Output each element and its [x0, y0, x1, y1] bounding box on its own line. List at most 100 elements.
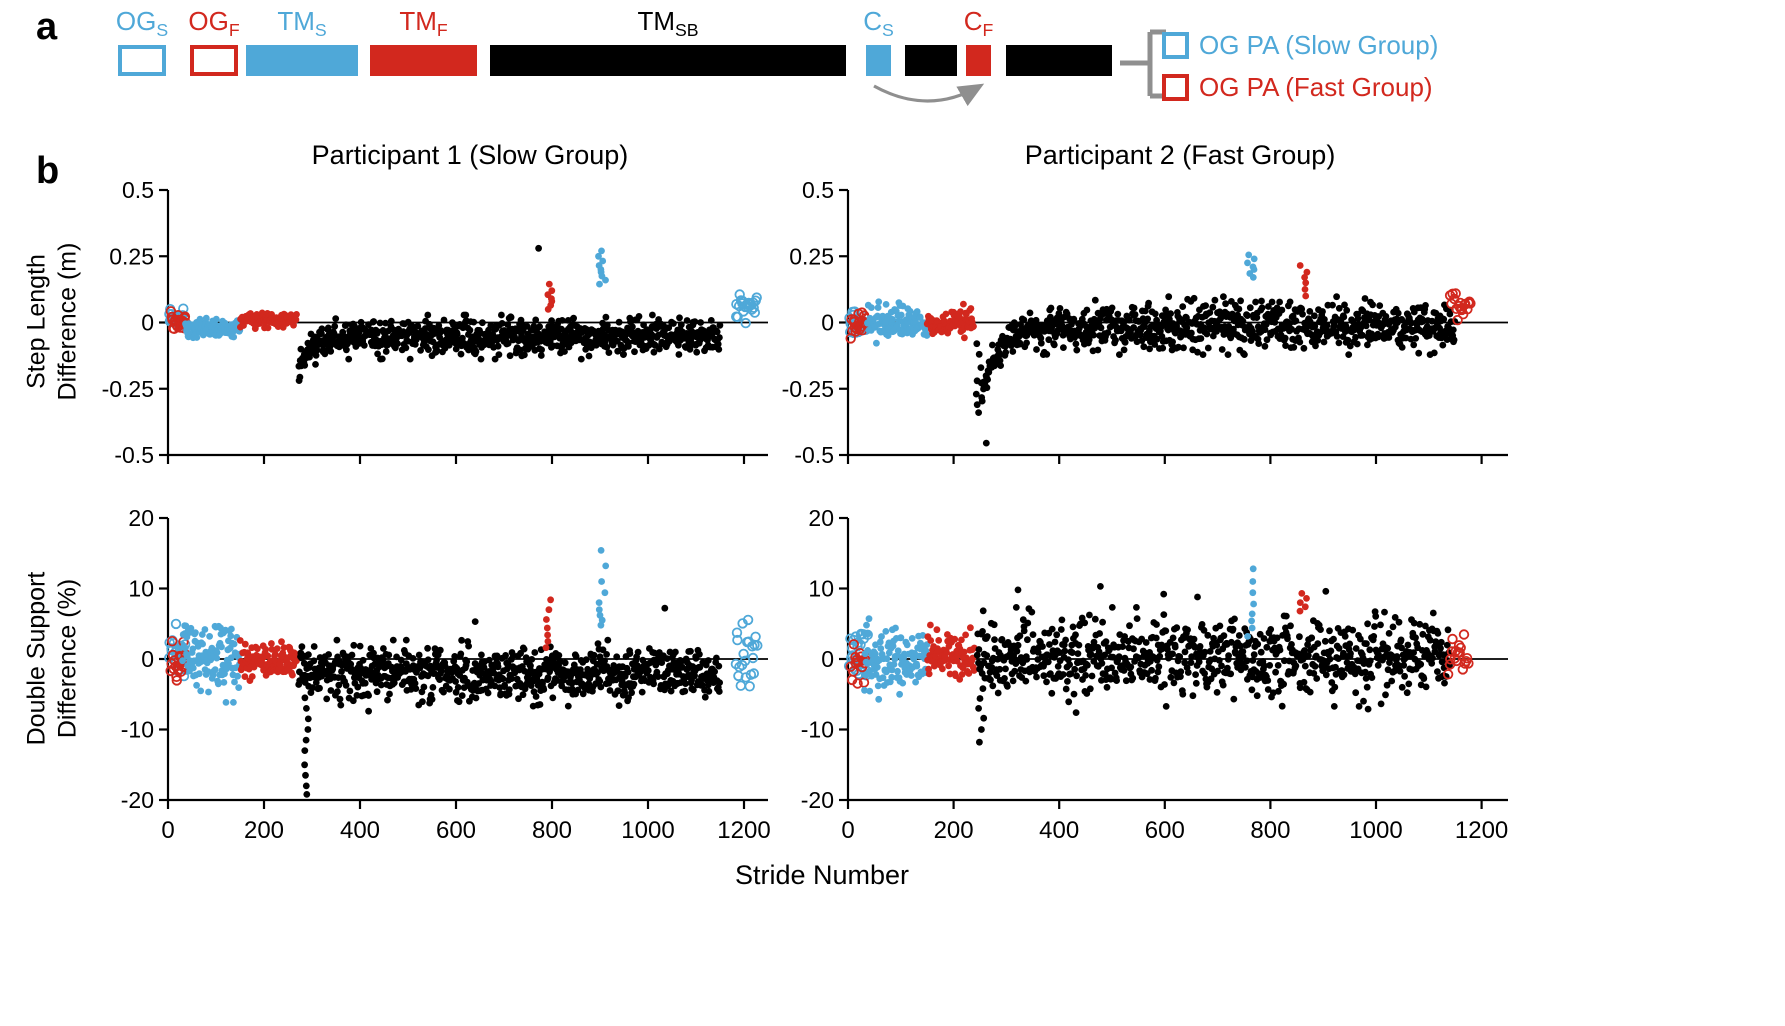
data-point	[925, 670, 933, 678]
data-point	[868, 304, 875, 311]
data-point	[1201, 670, 1208, 677]
data-point	[218, 643, 225, 651]
data-point	[998, 636, 1006, 643]
data-point	[1148, 666, 1155, 674]
data-point	[894, 647, 902, 655]
data-point	[1444, 626, 1452, 634]
data-point	[193, 334, 201, 341]
data-point	[993, 672, 1001, 679]
data-point	[1098, 659, 1106, 667]
data-point	[1129, 674, 1137, 682]
data-point	[1069, 623, 1077, 631]
legend-label: OG PA (Fast Group)	[1199, 71, 1433, 102]
x-tick-label: 200	[244, 817, 284, 844]
data-point	[1261, 326, 1269, 334]
data-point	[1155, 663, 1163, 671]
protocol-block-og-fast	[190, 45, 238, 76]
data-point	[1363, 640, 1370, 648]
data-point	[1224, 664, 1231, 672]
data-point	[334, 653, 341, 661]
data-point	[1381, 608, 1388, 616]
data-point	[1023, 339, 1030, 347]
segment-catch_CF	[542, 596, 554, 652]
data-point	[1290, 343, 1298, 351]
data-point	[1201, 648, 1209, 656]
segment-TM_SB_outlier	[982, 439, 990, 447]
data-point	[1142, 639, 1150, 646]
data-point	[1196, 643, 1204, 650]
data-point	[879, 674, 887, 682]
data-point	[670, 320, 677, 327]
data-point	[519, 327, 527, 335]
data-point	[1216, 622, 1224, 630]
data-point	[380, 645, 387, 652]
data-point	[1081, 619, 1089, 627]
segment-catch_CF	[1296, 590, 1310, 615]
data-point	[1258, 304, 1266, 312]
data-point	[942, 310, 950, 318]
data-point	[515, 695, 522, 703]
x-ticks: 0 200 400 600 800 1000 1200	[161, 800, 771, 844]
data-point	[1120, 346, 1128, 354]
data-point	[714, 340, 722, 348]
data-point	[960, 648, 968, 656]
data-point	[1171, 643, 1179, 651]
data-point	[424, 311, 432, 319]
data-point	[1130, 645, 1137, 653]
x-tick-label: 0	[841, 817, 854, 844]
data-point	[504, 340, 512, 347]
data-point	[1250, 651, 1258, 659]
data-point	[1349, 626, 1357, 634]
data-point	[1067, 670, 1075, 678]
data-point	[204, 668, 212, 675]
data-point	[412, 685, 420, 692]
data-point	[477, 355, 485, 363]
data-point	[1388, 677, 1396, 685]
data-point	[1043, 350, 1051, 358]
segment-TM_SB_early	[295, 325, 330, 384]
data-point	[1331, 683, 1339, 691]
data-point	[561, 659, 569, 667]
data-point	[301, 361, 309, 369]
panel-a-label: a	[36, 6, 58, 48]
segment-TM_SB	[973, 604, 1453, 710]
x-tick-label: 200	[934, 817, 974, 844]
data-point	[225, 660, 232, 667]
data-point	[973, 340, 981, 348]
data-point	[373, 688, 381, 696]
x-tick-label: 800	[1250, 817, 1290, 844]
data-point	[1447, 633, 1458, 645]
data-point	[987, 676, 994, 684]
data-point	[1164, 645, 1171, 653]
y-tick-label: 20	[808, 508, 834, 531]
data-point	[1208, 665, 1216, 673]
segment-catch_CS	[1244, 565, 1257, 640]
data-point	[598, 247, 605, 255]
data-point	[463, 658, 471, 666]
data-point	[1131, 311, 1139, 318]
data-point	[989, 682, 997, 690]
data-point	[1116, 351, 1123, 358]
data-point	[1265, 303, 1272, 310]
data-point	[1400, 661, 1408, 669]
data-point	[302, 782, 310, 790]
ylabel-line1: Step Length	[22, 254, 51, 389]
data-point	[1249, 589, 1257, 597]
data-point	[1401, 672, 1408, 680]
data-point	[333, 636, 341, 644]
data-point	[1347, 650, 1354, 657]
data-point	[1187, 659, 1195, 666]
data-point	[1298, 305, 1306, 313]
data-point	[628, 689, 635, 697]
data-point	[223, 665, 231, 673]
segment-TM_F	[237, 309, 300, 332]
y-tick-label: 20	[128, 508, 154, 531]
data-point	[446, 685, 453, 693]
protocol-block-splitbelt-2	[905, 45, 957, 76]
data-point	[1197, 335, 1205, 342]
data-point	[429, 684, 437, 691]
segment-TM_SB_spike	[301, 694, 312, 798]
data-point	[1153, 621, 1160, 628]
data-point	[220, 679, 228, 686]
